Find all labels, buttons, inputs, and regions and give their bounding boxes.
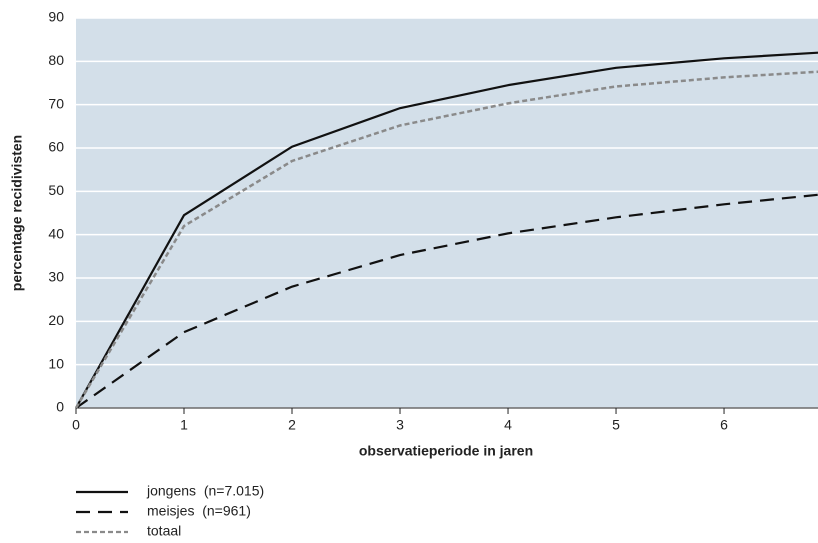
y-tick-label: 20 [48,312,64,328]
x-axis-label: observatieperiode in jaren [359,443,533,459]
x-tick-label: 1 [180,417,188,433]
legend-label: meisjes (n=961) [147,503,251,519]
y-axis-label: percentage recidivisten [9,135,25,291]
plot-area [76,18,818,408]
y-tick-label: 50 [48,182,64,198]
y-tick-label: 10 [48,355,64,371]
y-tick-label: 70 [48,95,64,111]
y-tick-label: 60 [48,139,64,155]
x-tick-label: 0 [72,417,80,433]
y-tick-label: 30 [48,269,64,285]
series-line [75,51,818,409]
y-tick-label: 80 [48,52,64,68]
x-tick-label: 6 [720,417,728,433]
series-line [74,70,818,409]
y-tick-label: 90 [48,9,64,25]
x-tick-label: 2 [288,417,296,433]
y-tick-label: 40 [48,225,64,241]
y-tick-label: 0 [56,399,64,415]
x-tick-label: 3 [396,417,404,433]
series-line [75,193,818,409]
x-tick-label: 5 [612,417,620,433]
x-tick-label: 4 [504,417,512,433]
legend-label: totaal [147,523,181,539]
legend-label: jongens (n=7.015) [146,483,264,499]
